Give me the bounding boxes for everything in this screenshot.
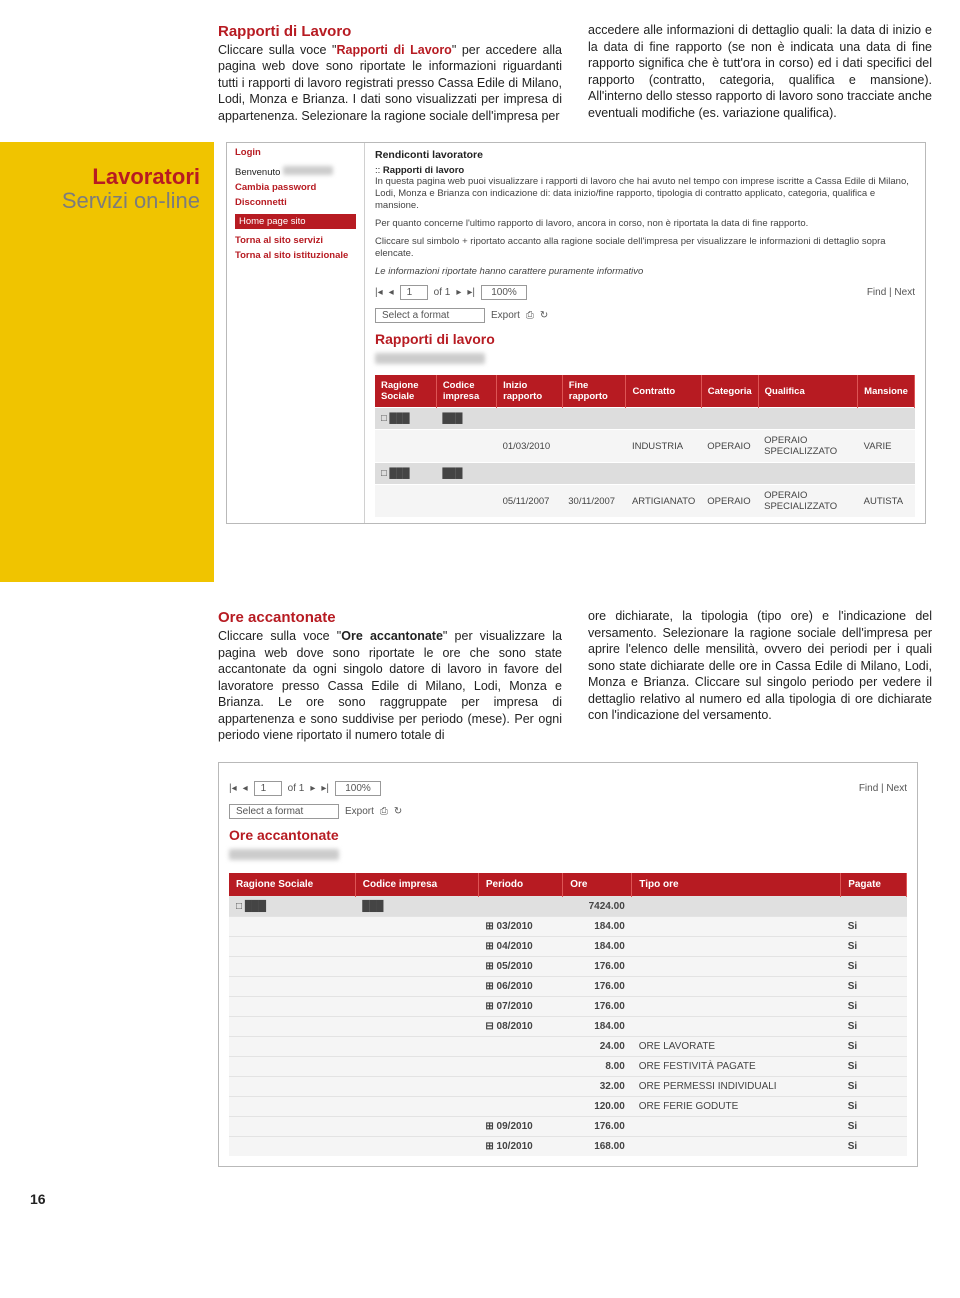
refresh-icon[interactable]: ↻ (394, 806, 402, 817)
export-link[interactable]: Export (491, 310, 520, 321)
last-page-icon[interactable]: ▸| (321, 783, 329, 794)
report-toolbar: |◂ ◂ 1 of 1 ▸ ▸| 100% Find | Next (375, 285, 915, 300)
next-page-icon[interactable]: ▸ (310, 783, 315, 794)
screenshot-panel: Login Benvenuto Cambia password Disconne… (226, 142, 926, 524)
home-link[interactable]: Home page sito (235, 214, 356, 229)
page-number: 16 (30, 1191, 932, 1207)
format-select[interactable]: Select a format (375, 308, 485, 323)
next-page-icon[interactable]: ▸ (456, 287, 461, 298)
export-icon[interactable]: ⎙ (526, 310, 534, 321)
section-title: Rapporti di Lavoro (218, 22, 562, 42)
rapporti-table: Ragione SocialeCodice impresaInizio rapp… (375, 375, 915, 517)
body-text: Cliccare sulla voce "Ore accantonate" pe… (218, 628, 562, 744)
export-icon[interactable]: ⎙ (380, 806, 388, 817)
body-text: accedere alle informazioni di dettaglio … (588, 22, 932, 121)
last-page-icon[interactable]: ▸| (467, 287, 475, 298)
body-text: ore dichiarate, la tipologia (tipo ore) … (588, 608, 932, 724)
format-select[interactable]: Select a format (229, 804, 339, 819)
first-page-icon[interactable]: |◂ (375, 287, 383, 298)
refresh-icon[interactable]: ↻ (540, 310, 548, 321)
screenshot-panel-2: |◂ ◂ 1 of 1 ▸ ▸| 100% Find | Next Select… (218, 762, 918, 1167)
body-text: Cliccare sulla voce "Rapporti di Lavoro"… (218, 42, 562, 125)
change-password-link[interactable]: Cambia password (235, 182, 356, 193)
report-title: Rapporti di lavoro (375, 331, 915, 347)
disconnect-link[interactable]: Disconnetti (235, 197, 356, 208)
prev-page-icon[interactable]: ◂ (243, 783, 248, 794)
prev-page-icon[interactable]: ◂ (389, 287, 394, 298)
login-panel: Login Benvenuto Cambia password Disconne… (227, 143, 365, 523)
sidebar-label: Lavoratori Servizi on-line (0, 142, 214, 582)
breadcrumb: :: Rapporti di lavoro (375, 165, 915, 176)
find-link[interactable]: Find | Next (859, 783, 907, 794)
page-input[interactable]: 1 (254, 781, 282, 796)
back-services-link[interactable]: Torna al sito servizi (235, 235, 356, 246)
zoom-select[interactable]: 100% (335, 781, 381, 796)
section-title: Ore accantonate (218, 608, 562, 628)
ore-table: Ragione SocialeCodice impresaPeriodoOreT… (229, 873, 907, 1156)
breadcrumb: Rendiconti lavoratore (375, 149, 915, 161)
export-link[interactable]: Export (345, 806, 374, 817)
first-page-icon[interactable]: |◂ (229, 783, 237, 794)
find-link[interactable]: Find | Next (867, 287, 915, 298)
report-title: Ore accantonate (229, 827, 907, 843)
zoom-select[interactable]: 100% (481, 285, 527, 300)
page-input[interactable]: 1 (400, 285, 428, 300)
back-institutional-link[interactable]: Torna al sito istituzionale (235, 250, 356, 261)
